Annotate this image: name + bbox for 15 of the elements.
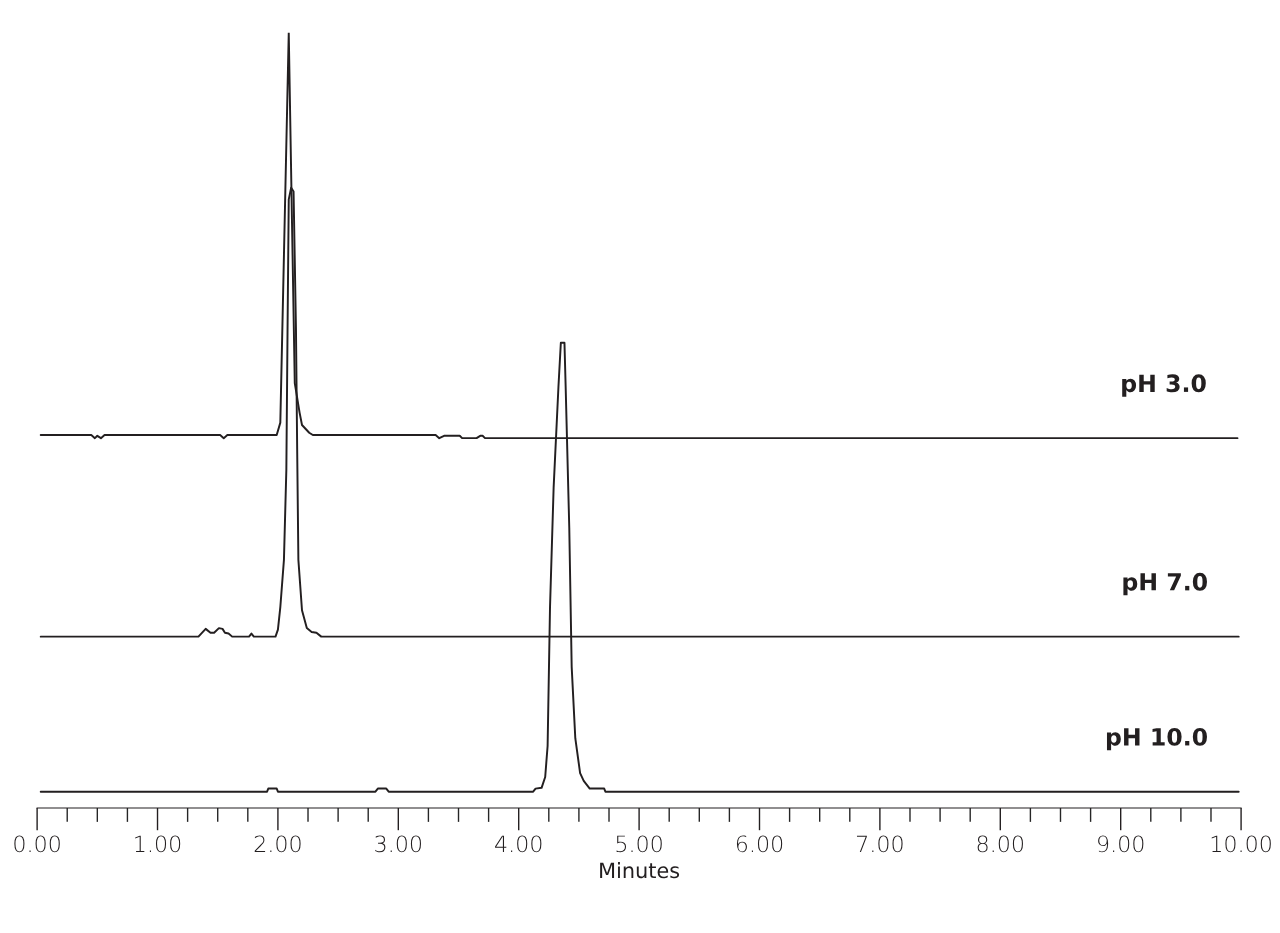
x-axis-title: Minutes xyxy=(600,862,680,879)
x-tick-label: 3.00 xyxy=(375,835,421,853)
series-label: pH 10.0 xyxy=(1106,727,1207,751)
x-tick-label: 0.00 xyxy=(14,835,60,853)
x-tick-label: 7.00 xyxy=(856,835,903,853)
x-tick-label: 9.00 xyxy=(1098,835,1144,853)
x-tick-label: 5.00 xyxy=(616,835,662,853)
x-tick-label: 8.00 xyxy=(977,835,1023,853)
series-label: pH 7.0 xyxy=(1123,572,1207,596)
x-tick-label: 4.00 xyxy=(495,835,542,853)
x-tick-label: 2.00 xyxy=(254,835,301,853)
x-tick-label: 1.00 xyxy=(135,835,181,853)
x-tick-label: 6.00 xyxy=(736,835,783,853)
series-label: pH 3.0 xyxy=(1122,374,1206,397)
x-tick-label: 10.00 xyxy=(1211,835,1271,853)
